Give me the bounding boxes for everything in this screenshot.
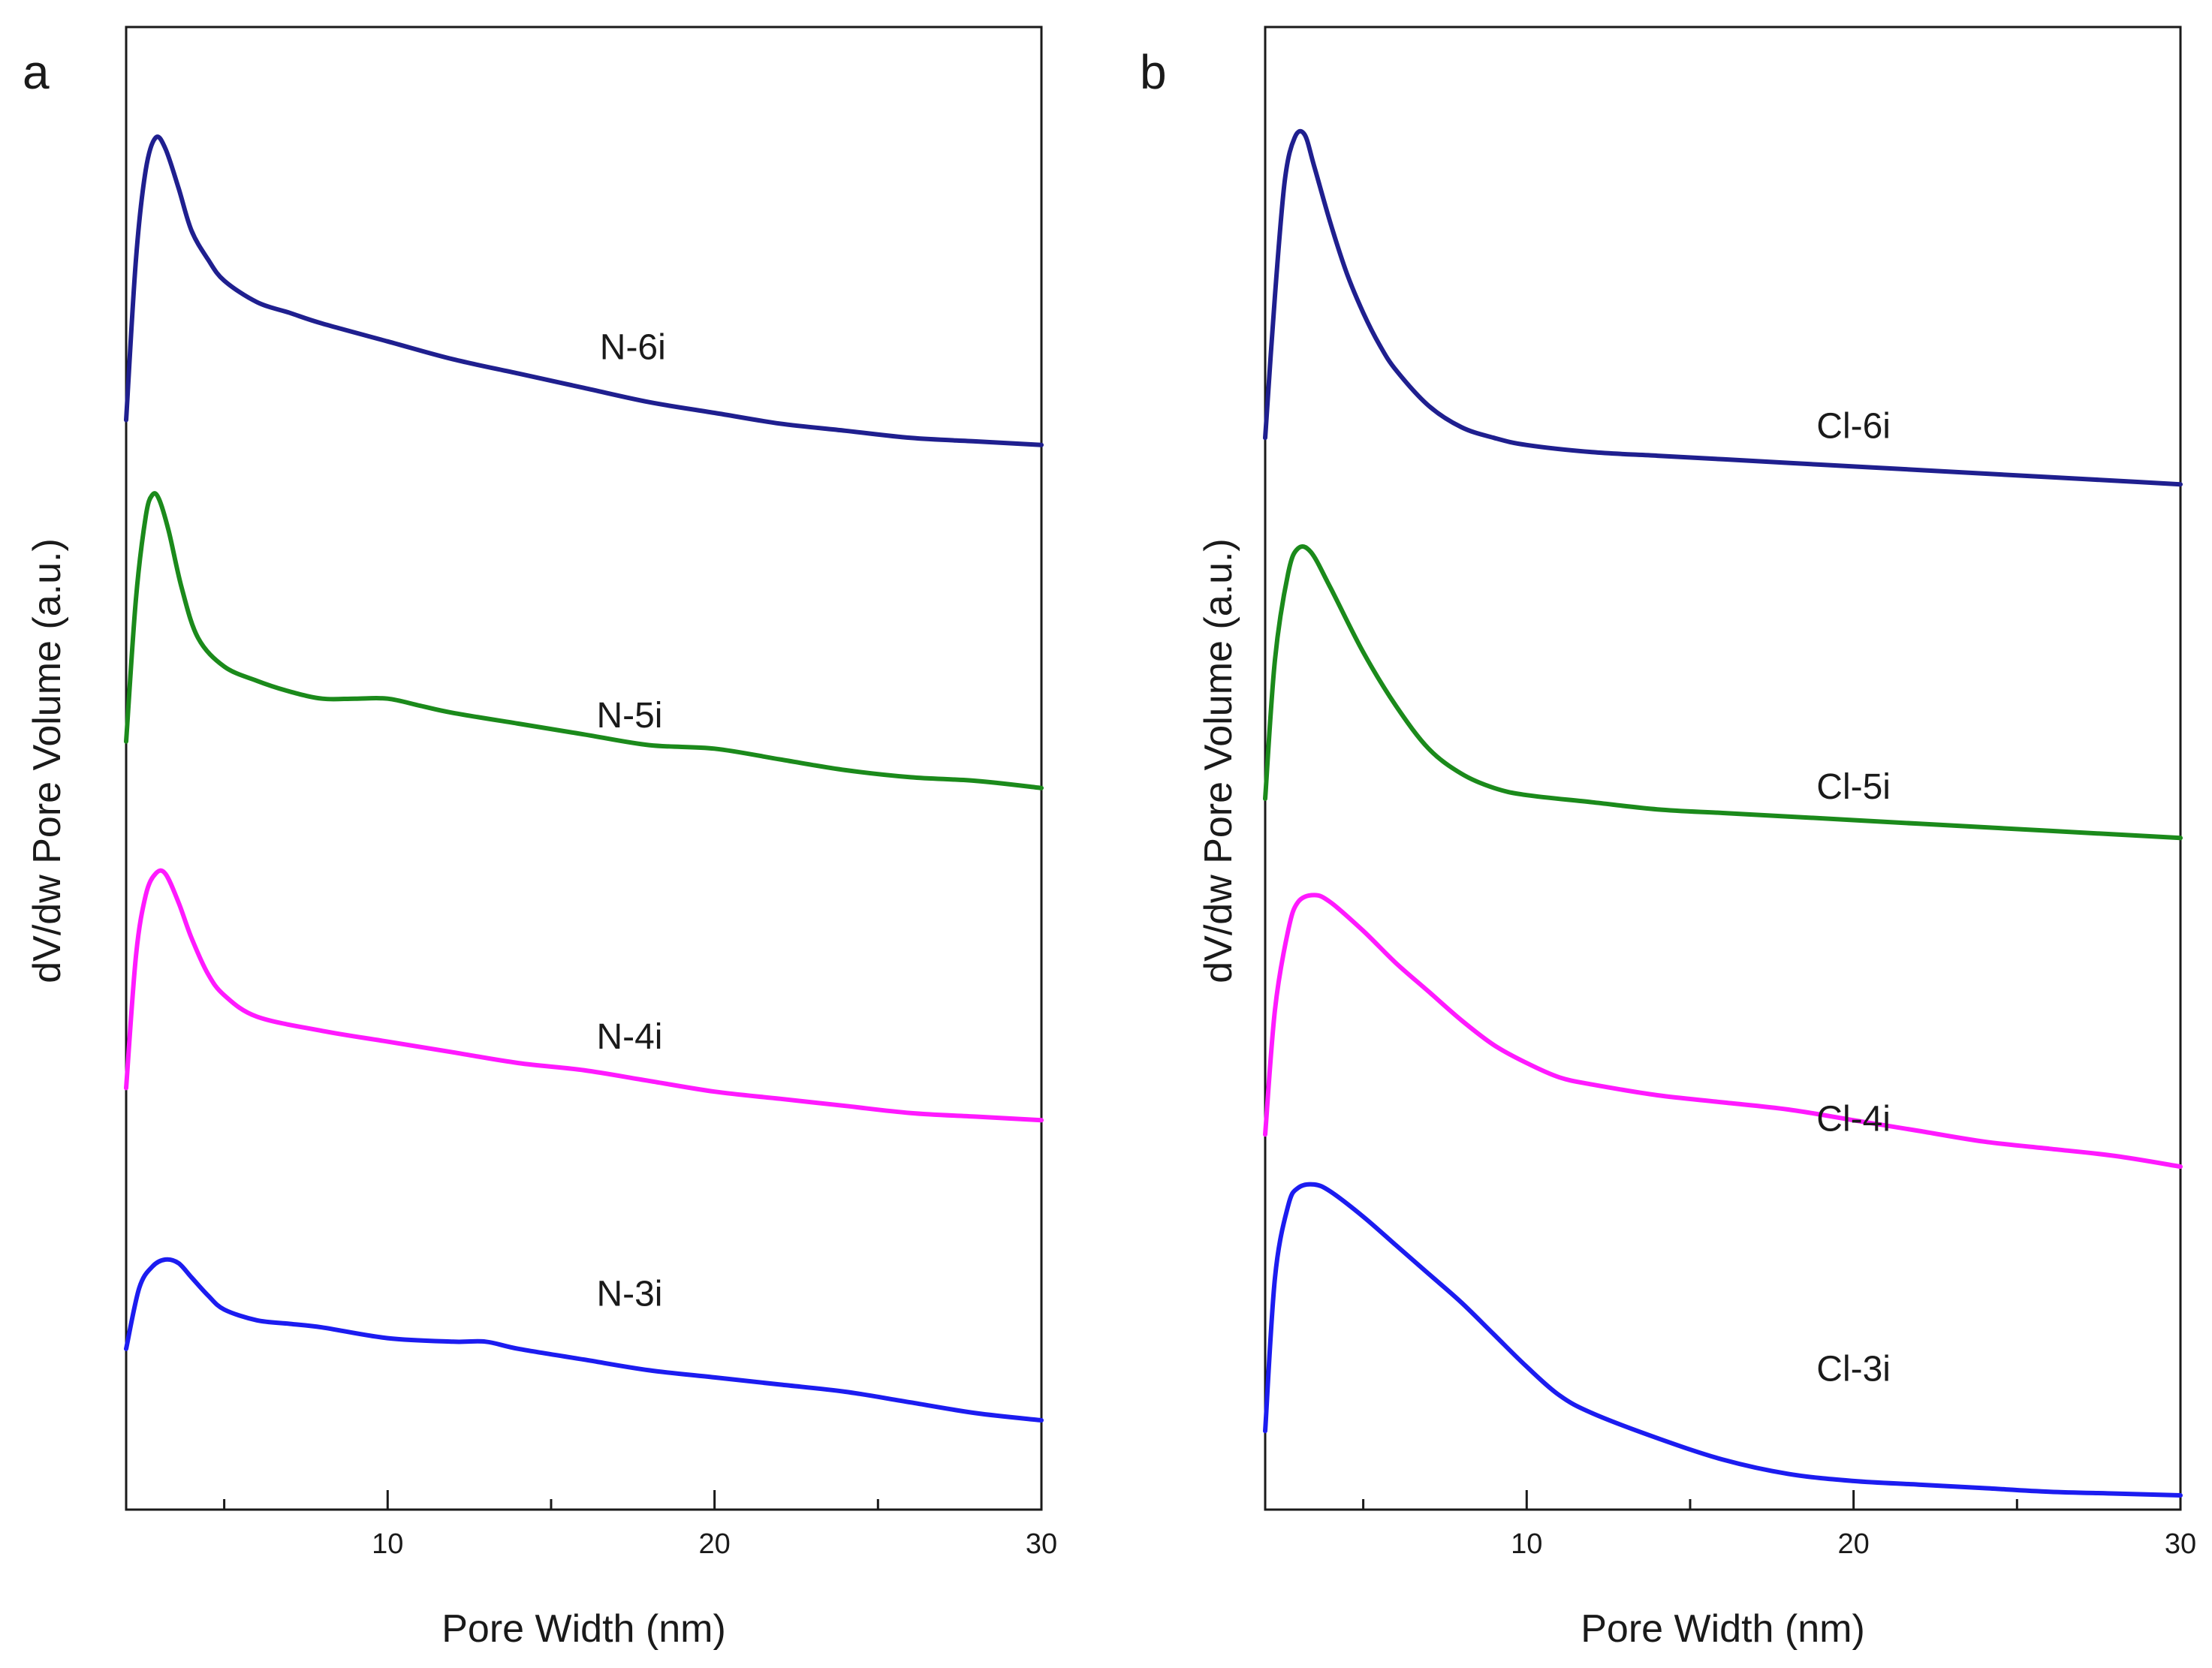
x-tick-label: 20 [1838,1528,1870,1560]
x-tick-label: 30 [1026,1528,1057,1560]
series-line-cl-4i [1263,893,2183,1170]
panel-letter: a [23,45,50,99]
x-tick-label: 10 [372,1528,403,1560]
plot-frame [1264,26,2182,1511]
series-label-n-6i: N-6i [600,328,666,368]
series-line-cl-6i [1263,128,2183,487]
y-axis-label: dV/dw Pore Volume (a.u.) [26,538,69,983]
series-line-n-4i [124,868,1044,1123]
series-line-n-5i [124,491,1044,790]
series-label-n-3i: N-3i [596,1275,662,1314]
x-tick-label: 10 [1511,1528,1542,1560]
series-line-n-6i [124,134,1044,447]
x-tick-label: 30 [2165,1528,2196,1560]
series-line-cl-3i [1263,1182,2183,1498]
x-axis-label: Pore Width (nm) [441,1607,726,1651]
series-label-n-4i: N-4i [596,1017,662,1057]
y-axis-label: dV/dw Pore Volume (a.u.) [1197,538,1240,983]
panel-letter: b [1140,45,1167,99]
series-label-cl-5i: Cl-5i [1816,767,1891,807]
plot-frame [125,26,1043,1511]
series-line-cl-5i [1263,543,2183,841]
x-axis-label: Pore Width (nm) [1581,1607,1865,1651]
series-label-n-5i: N-5i [596,696,662,736]
series-line-n-3i [124,1257,1044,1423]
series-label-cl-3i: Cl-3i [1816,1350,1891,1389]
series-label-cl-6i: Cl-6i [1816,406,1891,446]
chart-panel-a: a 10 20 30 Pore Width (nm) dV/dw Pore Volume … [23,26,1057,1651]
chart-panel-b: b 10 20 30 Pore Width (nm) dV/dw Pore Volume … [1140,26,2196,1651]
series-label-cl-4i: Cl-4i [1816,1100,1891,1140]
x-tick-label: 20 [699,1528,731,1560]
